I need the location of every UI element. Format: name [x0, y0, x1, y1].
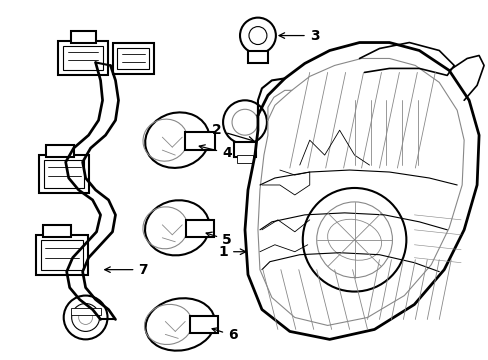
Bar [71, 31, 95, 42]
Bar [190, 316, 218, 333]
Bar [112, 42, 154, 75]
Bar [62, 45, 102, 71]
Bar [185, 132, 215, 150]
Bar [58, 41, 107, 75]
Text: 3: 3 [279, 28, 319, 42]
Bar [237, 155, 252, 163]
Bar [39, 155, 88, 193]
Text: 7: 7 [104, 263, 148, 276]
Bar [44, 160, 83, 188]
Bar [41, 240, 82, 270]
Bar [234, 142, 255, 157]
Bar [117, 48, 149, 69]
Text: 2: 2 [212, 123, 253, 142]
Text: 6: 6 [212, 328, 237, 342]
Circle shape [240, 18, 275, 54]
Bar [46, 145, 74, 157]
Bar [247, 51, 267, 63]
Text: 1: 1 [218, 245, 245, 259]
Bar [71, 307, 101, 315]
Bar [36, 235, 87, 275]
Text: 4: 4 [199, 145, 231, 160]
Bar [186, 220, 214, 237]
Text: 5: 5 [206, 232, 231, 247]
Bar [42, 225, 71, 237]
